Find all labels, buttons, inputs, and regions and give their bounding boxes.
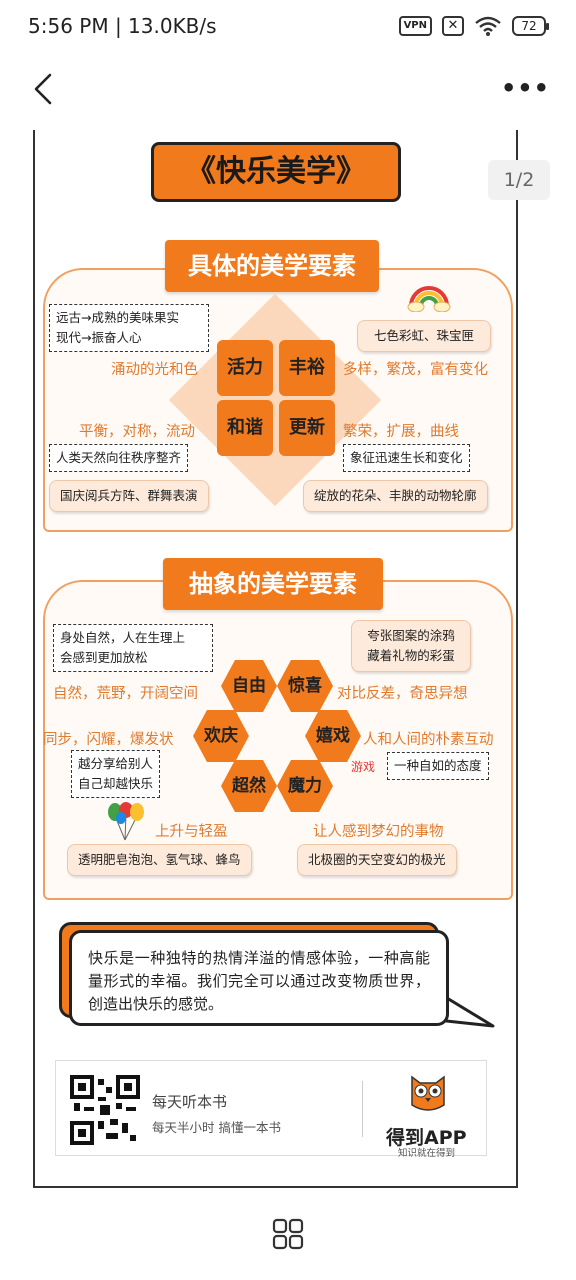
footer-slogan: 知识就在得到: [398, 1148, 456, 1159]
image-viewer[interactable]: 《快乐美学》 具体的美学要素 远古→成熟的美味果实 现代→振奋人心 七色彩虹、珠…: [33, 130, 518, 1188]
keyword-magic: 让人感到梦幻的事物: [313, 824, 444, 840]
keyword-abundance: 多样，繁茂，富有变化: [343, 362, 488, 378]
footer-card: 每天听本书 每天半小时 搞懂一本书 得到APP 知识就在得到: [55, 1060, 487, 1159]
wifi-icon: [475, 16, 501, 36]
square-harmony: 和谐: [217, 400, 273, 456]
quote-text: 快乐是一种独特的热情洋溢的情感体验，一种高能量形式的幸福。我们完全可以通过改变物…: [69, 930, 449, 1026]
tag-bubbles: 透明肥皂泡泡、氢气球、蜂鸟: [67, 844, 252, 876]
hex-surprise: 惊喜: [277, 660, 333, 712]
tag-order: 人类天然向往秩序整齐: [49, 444, 189, 472]
tag-flowers: 绽放的花朵、丰腴的动物轮廓: [303, 480, 488, 512]
tag-sharing: 越分享给别人 自己却越快乐: [71, 750, 161, 798]
battery-icon: 72: [512, 16, 549, 36]
concrete-section-title: 具体的美学要素: [165, 240, 379, 292]
keyword-renewal: 繁荣，扩展，曲线: [343, 424, 459, 440]
hex-magic: 魔力: [277, 760, 333, 812]
vpn-icon: VPN: [398, 16, 432, 36]
square-abundance: 丰裕: [279, 340, 335, 396]
keyword-play-label: 游戏: [351, 760, 376, 774]
qr-code: [70, 1075, 140, 1145]
tag-line: 藏着礼物的彩蛋: [367, 648, 455, 663]
tag-rainbow-jewelbox: 七色彩虹、珠宝匣: [357, 320, 491, 352]
sim-disabled-icon: ✕: [442, 16, 464, 36]
rainbow-icon: [407, 286, 451, 312]
tag-parade: 国庆阅兵方阵、群舞表演: [49, 480, 209, 512]
keyword-transcendence: 上升与轻盈: [155, 824, 228, 840]
tag-line: 现代→振奋人心: [56, 330, 142, 345]
tag-nature-relax: 身处自然，人在生理上 会感到更加放松: [53, 624, 213, 672]
footer-line2: 每天半小时 搞懂一本书: [152, 1120, 281, 1135]
poster-title: 《快乐美学》: [151, 142, 401, 202]
balloons-icon: [108, 802, 144, 841]
back-arrow-icon[interactable]: [30, 72, 60, 106]
keyword-surprise: 对比反差，奇思异想: [337, 686, 468, 702]
tag-line: 越分享给别人: [78, 756, 154, 771]
hex-celebration: 欢庆: [193, 710, 249, 762]
tag-fruit-inspiring: 远古→成熟的美味果实 现代→振奋人心: [49, 304, 209, 352]
status-bar: 5:56 PM | 13.0KB/s VPN ✕ 72: [0, 0, 576, 54]
page-indicator: 1/2: [488, 160, 550, 200]
tag-line: 身处自然，人在生理上: [60, 630, 186, 645]
grid-view-icon[interactable]: [272, 1218, 304, 1250]
tag-line: 远古→成熟的美味果实: [56, 310, 179, 325]
footer-brand: 得到APP: [386, 1127, 467, 1149]
status-time: 5:56 PM | 13.0KB/s: [28, 14, 217, 38]
tag-ease: 一种自如的态度: [387, 752, 489, 780]
footer-divider: [362, 1081, 363, 1137]
keyword-play: 人和人间的朴素互动: [363, 732, 494, 748]
square-renewal: 更新: [279, 400, 335, 456]
tag-line: 自己却越快乐: [78, 776, 154, 791]
hex-transcendence: 超然: [221, 760, 277, 812]
hex-play: 嬉戏: [305, 710, 361, 762]
keyword-vitality: 涌动的光和色: [111, 362, 198, 378]
more-options-icon[interactable]: •••: [500, 74, 550, 102]
tag-aurora: 北极圈的天空变幻的极光: [297, 844, 457, 876]
tag-line: 夸张图案的涂鸦: [367, 628, 455, 643]
square-vitality: 活力: [217, 340, 273, 396]
hex-freedom: 自由: [221, 660, 277, 712]
owl-logo-icon: [411, 1075, 445, 1111]
keyword-harmony: 平衡，对称，流动: [79, 424, 195, 440]
abstract-section-title: 抽象的美学要素: [163, 558, 383, 610]
tag-graffiti-eggs: 夸张图案的涂鸦 藏着礼物的彩蛋: [351, 620, 471, 672]
keyword-celebration: 同步，闪耀，爆发状: [43, 732, 174, 748]
tag-line: 会感到更加放松: [60, 650, 148, 665]
tag-growth: 象征迅速生长和变化: [343, 444, 470, 472]
status-icons: VPN ✕ 72: [398, 15, 549, 37]
footer-line1: 每天听本书: [152, 1093, 228, 1111]
keyword-freedom: 自然，荒野，开阔空间: [53, 686, 198, 702]
